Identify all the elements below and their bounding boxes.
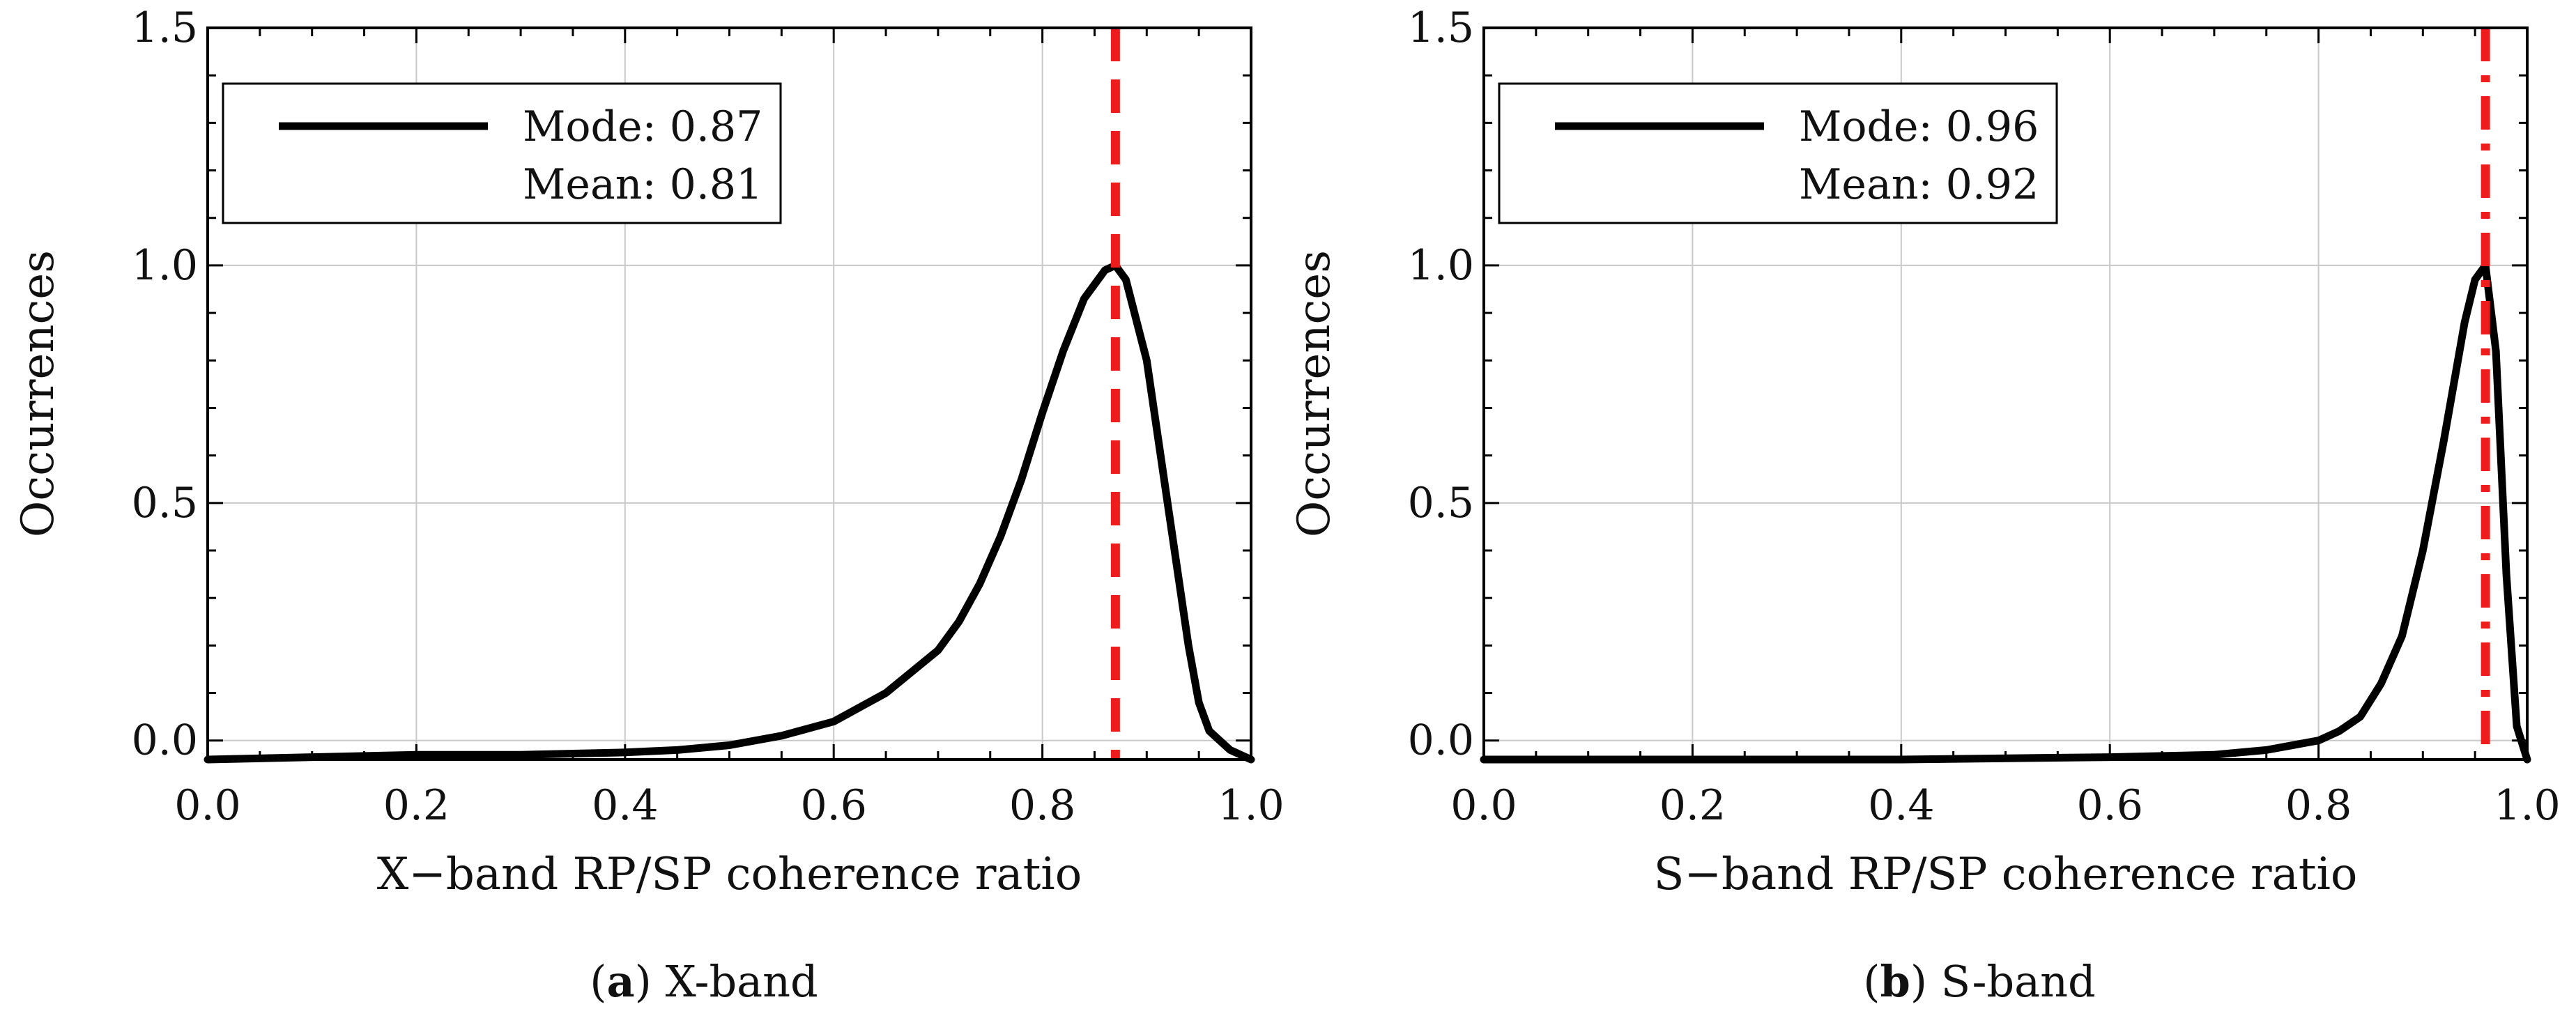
y-axis-label: Occurrences — [13, 250, 64, 537]
x-tick-label: 0.0 — [174, 781, 240, 830]
caption-text: S-band — [1941, 956, 2096, 1007]
x-tick-label: 0.8 — [2285, 781, 2352, 830]
x-tick-label: 0.2 — [383, 781, 450, 830]
x-tick-label: 0.0 — [1450, 781, 1517, 830]
y-tick-label: 1.5 — [132, 3, 198, 52]
panel-caption: (b) S-band — [1863, 956, 2095, 1007]
y-axis-label: Occurrences — [1289, 250, 1340, 537]
legend-box — [222, 82, 782, 224]
x-tick-label: 0.4 — [1868, 781, 1934, 830]
legend: Mode: 0.87 Mean: 0.81 — [222, 82, 782, 224]
x-axis-label: X−band RP/SP coherence ratio — [377, 849, 1082, 900]
y-tick-label: 1.0 — [1408, 241, 1474, 290]
y-tick-label: 0.5 — [132, 479, 198, 527]
legend-box — [1498, 82, 2058, 224]
y-tick-label: 0.5 — [1408, 479, 1474, 527]
panel-x-band: 0.0 0.5 1.0 1.5 0.0 0.2 0.4 0.6 0.8 1.0 … — [13, 3, 1285, 1007]
panel-caption: (a) X-band — [590, 956, 818, 1007]
y-tick-label: 1.0 — [132, 241, 198, 290]
legend-mean-text: Mean: 0.92 — [1799, 160, 2039, 209]
y-tick-label: 0.0 — [1408, 716, 1474, 765]
axis-ticks — [1482, 26, 2529, 760]
x-tick-label: 1.0 — [1218, 781, 1284, 830]
axis-ticks — [206, 26, 1252, 760]
x-axis-label: S−band RP/SP coherence ratio — [1654, 849, 2358, 900]
legend-mode-text: Mode: 0.87 — [523, 102, 762, 151]
panel-label: a — [606, 956, 634, 1007]
x-tick-label: 0.2 — [1659, 781, 1726, 830]
distribution-curve — [204, 261, 1255, 764]
grid — [1484, 28, 2527, 760]
panel-s-band: 0.0 0.5 1.0 1.5 0.0 0.2 0.4 0.6 0.8 1.0 … — [1289, 3, 2561, 1007]
distribution-curve — [1480, 261, 2531, 764]
x-tick-label: 0.8 — [1009, 781, 1075, 830]
x-tick-label: 1.0 — [2494, 781, 2560, 830]
x-tick-label: 0.4 — [592, 781, 658, 830]
y-tick-label: 0.0 — [132, 716, 198, 765]
legend-mode-text: Mode: 0.96 — [1799, 102, 2039, 151]
legend: Mode: 0.96 Mean: 0.92 — [1498, 82, 2058, 224]
caption-text: X-band — [666, 956, 818, 1007]
y-tick-label: 1.5 — [1408, 3, 1474, 52]
legend-mean-text: Mean: 0.81 — [523, 160, 762, 209]
x-tick-label: 0.6 — [2076, 781, 2142, 830]
panel-label: b — [1880, 956, 1910, 1007]
x-tick-label: 0.6 — [800, 781, 866, 830]
